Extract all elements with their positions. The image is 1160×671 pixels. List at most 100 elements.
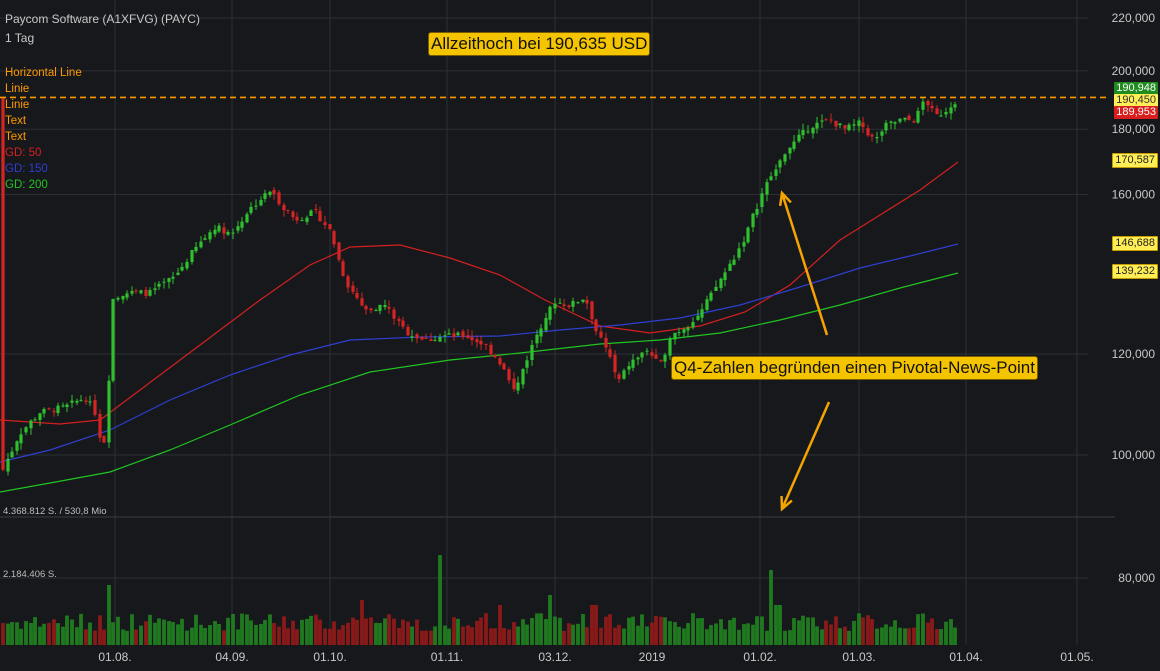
candle-body (75, 400, 79, 403)
legend-item[interactable]: Text (5, 115, 27, 127)
volume-bar (24, 621, 28, 645)
candle-body (61, 405, 65, 407)
candle-body (295, 216, 299, 221)
candle-body (369, 308, 373, 311)
candle-body (737, 248, 741, 258)
candle-body (852, 124, 856, 126)
legend-item[interactable]: GD: 200 (5, 179, 48, 191)
volume-bar (806, 617, 810, 645)
volume-bar (406, 621, 410, 645)
candle-body (121, 295, 125, 300)
volume-bar (535, 613, 539, 645)
volume-bar (410, 626, 414, 645)
candle-body (700, 309, 704, 318)
volume-bar (622, 628, 626, 645)
volume-bar (594, 605, 598, 645)
volume-bar (930, 618, 934, 645)
volume-bar (498, 605, 502, 645)
candle-body (857, 120, 861, 127)
volume-bar (792, 618, 796, 645)
arrow-down-head (780, 495, 793, 512)
candle-body (696, 315, 700, 320)
volume-bar (797, 620, 801, 645)
volume-bar (599, 627, 603, 645)
legend-item[interactable]: Linie (5, 83, 30, 95)
volume-bar (921, 613, 925, 645)
volume-bar (1, 623, 5, 645)
candle-body (107, 380, 111, 443)
candle-body (144, 289, 148, 296)
volume-bar (838, 628, 842, 645)
volume-bar (737, 629, 741, 645)
legend-item[interactable]: Text (5, 131, 27, 143)
candle-body (88, 401, 92, 403)
volume-bar (820, 629, 824, 645)
legend-item[interactable]: GD: 150 (5, 163, 48, 175)
candle-body (613, 354, 617, 373)
candle-body (953, 104, 957, 108)
volume-bar (778, 605, 782, 645)
candle-body (489, 344, 493, 355)
volume-bar (558, 617, 562, 645)
volume-bar (111, 622, 115, 645)
volume-bar (834, 616, 838, 645)
volume-bar (364, 618, 368, 645)
candle-body (415, 334, 419, 339)
y-tick-label: 100,000 (1112, 448, 1156, 462)
candle-body (843, 125, 847, 129)
volume-bar (286, 628, 290, 645)
volume-bar (272, 623, 276, 645)
y-tick-label: 120,000 (1112, 347, 1156, 361)
volume-bar (493, 628, 497, 645)
volume-bar (429, 630, 433, 645)
volume-bar (668, 621, 672, 645)
volume-bar (742, 624, 746, 645)
candle-body (24, 427, 28, 433)
volume-bar (544, 619, 548, 645)
candle-body (52, 410, 56, 413)
candle-body (167, 278, 171, 282)
volume-bar (907, 628, 911, 645)
candle-body (102, 436, 106, 443)
volume-bar (295, 629, 299, 645)
arrow-down (780, 401, 831, 510)
legend-item[interactable]: GD: 50 (5, 147, 42, 159)
y-tick-label: 80,000 (1118, 571, 1155, 585)
volume-bar (719, 619, 723, 645)
volume-bar (746, 623, 750, 645)
volume-bar (222, 630, 226, 645)
legend-item[interactable]: Horizontal Line (5, 67, 82, 79)
candle-body (797, 134, 801, 142)
volume-bar (507, 629, 511, 645)
volume-bar (424, 630, 428, 645)
volume-bar (268, 614, 272, 645)
volume-bar (889, 626, 893, 645)
chart-overlays (0, 96, 1108, 512)
candle-body (806, 131, 810, 133)
volume-bar (939, 629, 943, 645)
candle-body (309, 210, 313, 216)
candle-body (424, 337, 428, 339)
volume-bar (190, 627, 194, 645)
legend-item[interactable]: Linie (5, 99, 30, 111)
candle-body (79, 399, 83, 401)
candle-body (148, 290, 152, 296)
volume-bar (438, 555, 442, 645)
candle-body (452, 333, 456, 337)
volume-bar (52, 619, 56, 645)
candle-body (1, 97, 5, 470)
candle-body (493, 355, 497, 358)
candle-body (742, 242, 746, 247)
candle-body (571, 300, 575, 307)
candle-body (286, 209, 290, 211)
volume-bar (581, 613, 585, 645)
candle-body (755, 208, 759, 215)
candle-body (38, 413, 42, 420)
candle-body (686, 327, 690, 331)
candle-body (346, 276, 350, 288)
volume-bars (1, 555, 957, 645)
candle-body (470, 336, 474, 341)
candle-body (502, 363, 506, 370)
volume-bar (916, 614, 920, 645)
y-tick-label: 180,000 (1112, 122, 1156, 136)
